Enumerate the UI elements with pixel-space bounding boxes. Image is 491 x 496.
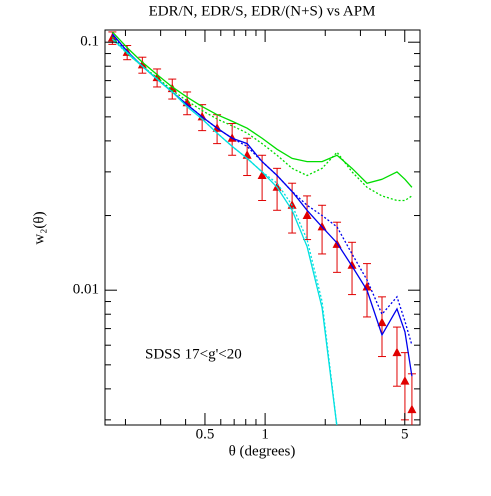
point	[400, 376, 410, 385]
annotation: SDSS 17<g'<20	[145, 346, 242, 362]
series-line	[111, 31, 413, 188]
point	[242, 150, 252, 159]
chart-title: EDR/N, EDR/S, EDR/(N+S) vs APM	[149, 3, 376, 19]
plot-frame	[104, 29, 421, 426]
point	[362, 282, 372, 291]
x-tick-label: 1	[261, 426, 269, 442]
x-tick-label: 5	[401, 426, 409, 442]
y-tick-label: 0.1	[80, 34, 99, 50]
point	[257, 170, 267, 180]
plot-area	[107, 31, 417, 425]
y-axis-label: w₂(θ)	[31, 211, 47, 244]
y-tick-label: 0.01	[73, 282, 99, 298]
point	[347, 260, 357, 269]
point	[407, 404, 417, 414]
x-tick-label: 0.5	[196, 426, 215, 442]
series-line	[111, 38, 338, 425]
x-axis-label: θ (degrees)	[229, 443, 296, 459]
point	[392, 347, 402, 357]
point	[302, 210, 312, 220]
series-line	[111, 38, 338, 425]
point	[377, 317, 387, 327]
point	[137, 59, 147, 69]
